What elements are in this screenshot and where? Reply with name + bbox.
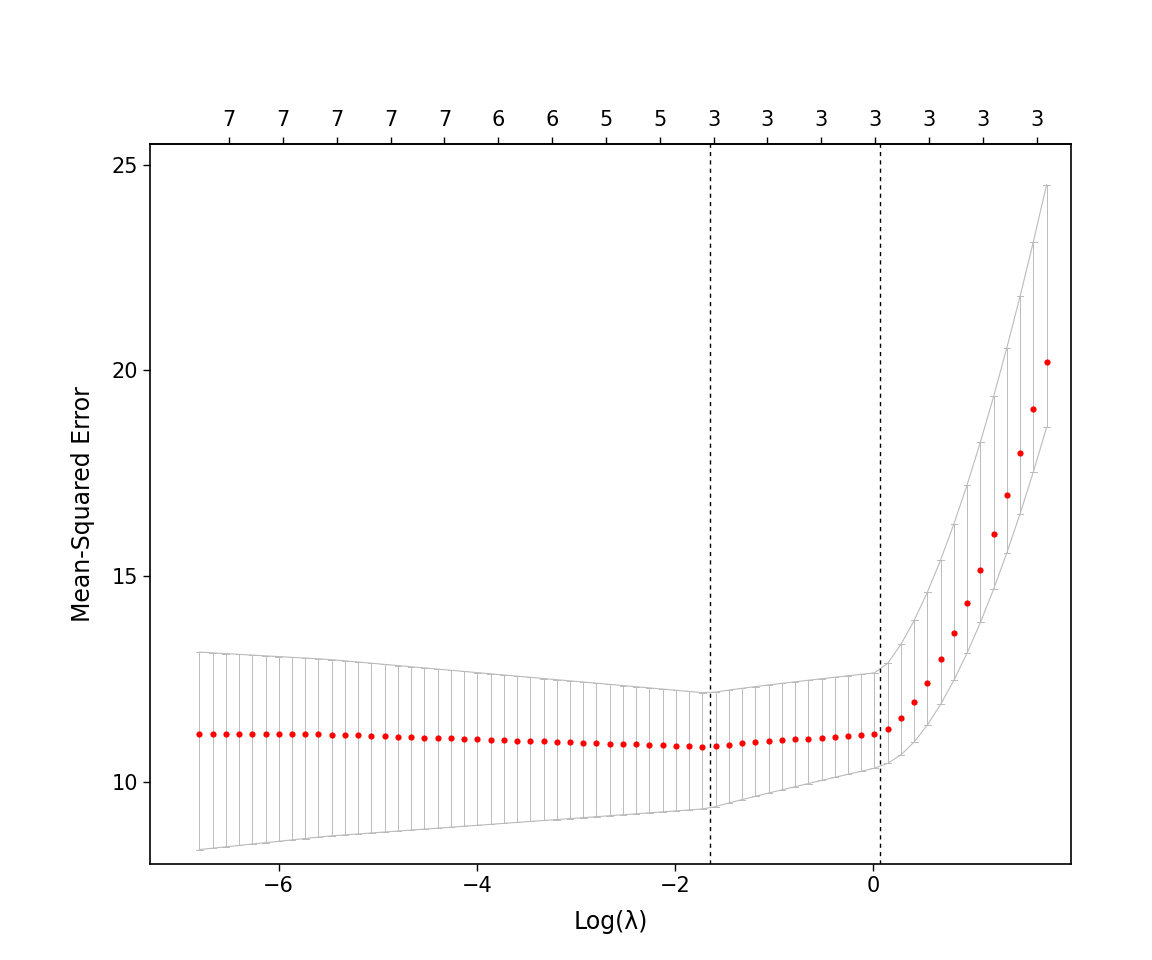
Point xyxy=(429,731,447,746)
Point xyxy=(323,727,341,742)
Point xyxy=(667,738,685,754)
Point xyxy=(494,732,513,748)
Point xyxy=(521,733,539,749)
Point xyxy=(243,727,262,742)
Point xyxy=(985,526,1003,541)
Point xyxy=(786,732,804,747)
Point xyxy=(296,727,314,742)
Point xyxy=(812,730,831,745)
Point xyxy=(958,595,977,611)
Point xyxy=(627,736,645,752)
Point xyxy=(376,729,394,744)
Point xyxy=(535,733,553,749)
Point xyxy=(335,728,354,743)
Point xyxy=(879,721,897,736)
Point xyxy=(706,738,725,754)
Point xyxy=(282,727,301,742)
Point xyxy=(746,734,765,750)
Point xyxy=(918,675,937,690)
Point xyxy=(1024,401,1043,417)
Point xyxy=(362,728,380,743)
Point xyxy=(468,732,486,747)
Point xyxy=(839,729,857,744)
Point xyxy=(892,710,910,726)
Point xyxy=(309,727,327,742)
Point xyxy=(759,733,778,749)
Point xyxy=(600,735,619,751)
Point xyxy=(865,727,884,742)
Point xyxy=(773,732,791,748)
Point xyxy=(1011,445,1030,461)
Point xyxy=(204,727,222,742)
Point xyxy=(694,739,712,755)
Point xyxy=(945,625,963,640)
Point xyxy=(852,728,871,743)
Point xyxy=(441,731,460,746)
Point xyxy=(653,737,672,753)
Point xyxy=(229,727,248,742)
Point xyxy=(256,727,274,742)
Point xyxy=(720,737,738,753)
Point xyxy=(1037,354,1055,370)
Point xyxy=(574,735,592,751)
Point xyxy=(270,727,288,742)
Point xyxy=(455,732,473,747)
Point xyxy=(826,729,844,744)
Y-axis label: Mean-Squared Error: Mean-Squared Error xyxy=(70,386,94,622)
Point xyxy=(217,727,235,742)
Point xyxy=(482,732,500,747)
Point xyxy=(680,738,698,754)
Point xyxy=(388,729,407,744)
X-axis label: Log(λ): Log(λ) xyxy=(574,910,647,934)
Point xyxy=(799,731,818,746)
Point xyxy=(932,652,950,667)
Point xyxy=(641,737,659,753)
Point xyxy=(733,735,751,751)
Point xyxy=(402,730,420,745)
Point xyxy=(508,732,526,748)
Point xyxy=(547,734,566,750)
Point xyxy=(971,562,990,577)
Point xyxy=(905,694,924,709)
Point xyxy=(561,734,579,750)
Point xyxy=(614,736,632,752)
Point xyxy=(415,730,433,745)
Point xyxy=(190,727,209,742)
Point xyxy=(349,728,367,743)
Point xyxy=(998,487,1016,502)
Point xyxy=(588,735,606,751)
